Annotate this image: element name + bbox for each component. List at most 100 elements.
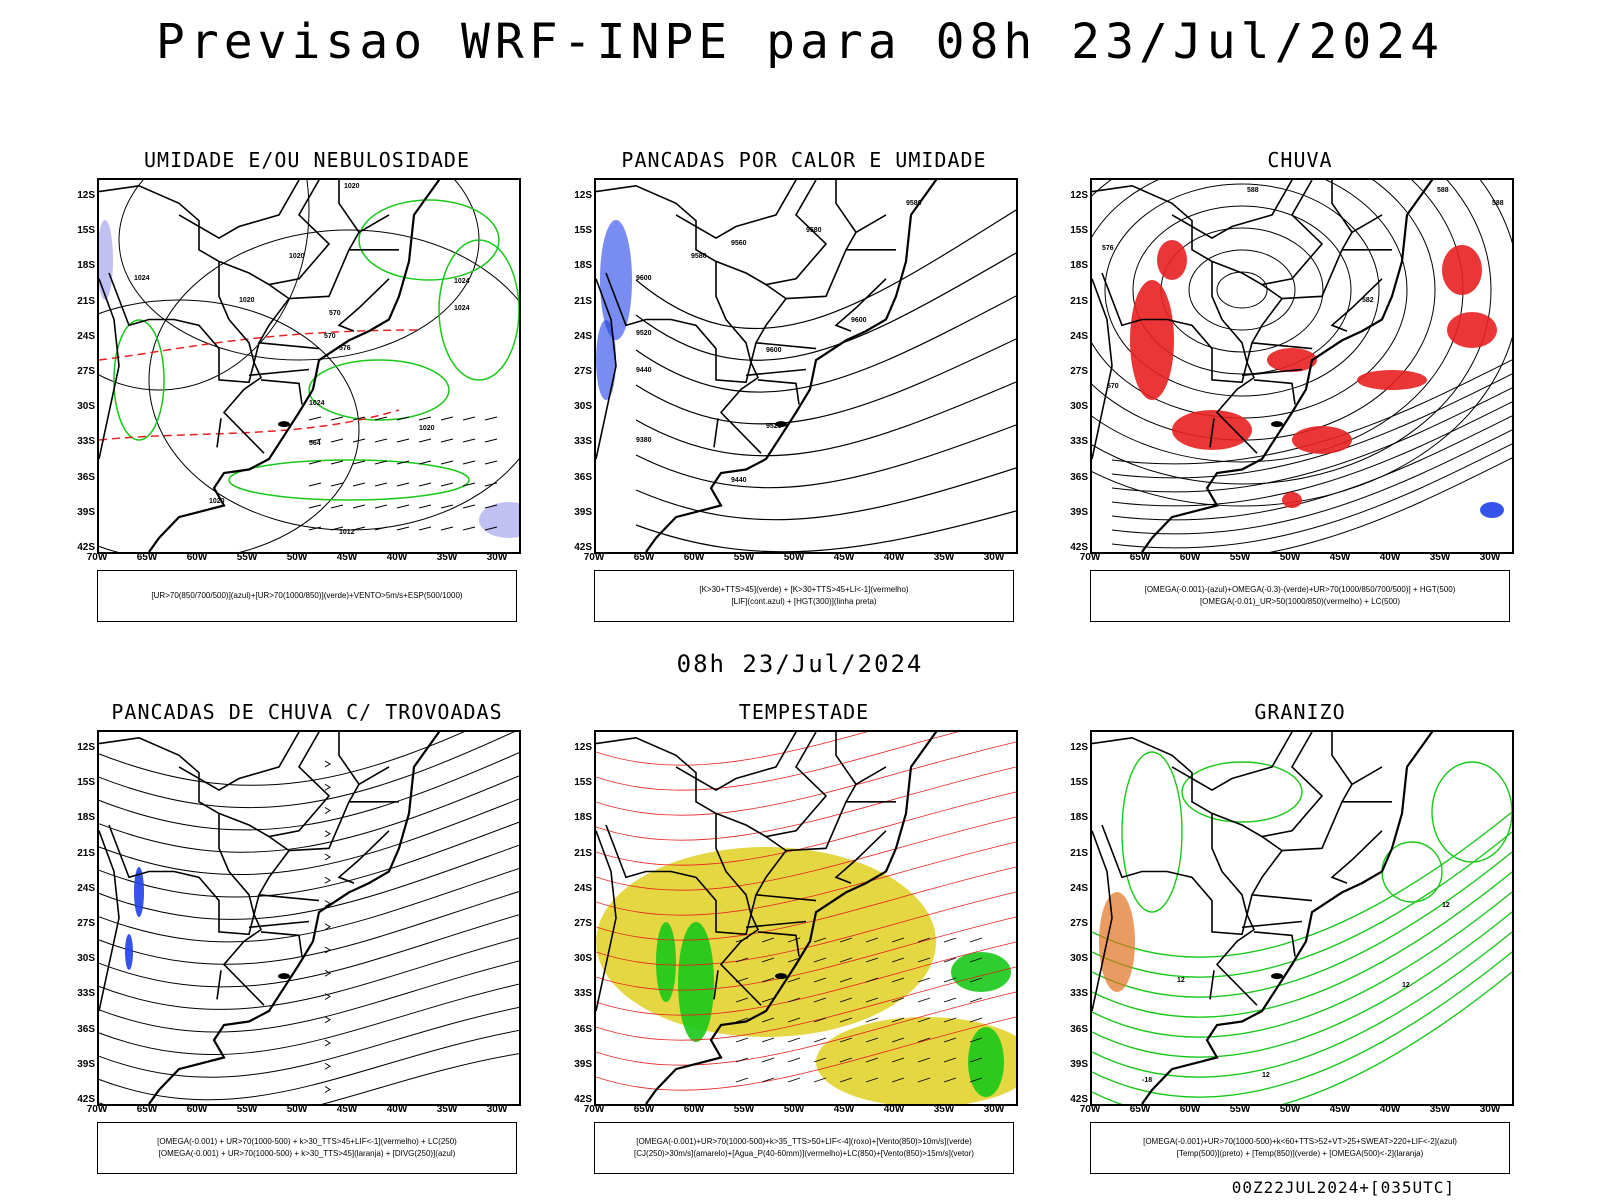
contour-label: 9580 <box>691 253 707 260</box>
contour-label: 9600 <box>851 317 867 324</box>
upper-humidity-area <box>99 220 113 300</box>
border-line <box>358 766 390 785</box>
border-line <box>757 379 800 405</box>
wind-vector <box>396 460 410 465</box>
hgt500-contour <box>1160 227 1324 353</box>
border-line <box>670 870 752 936</box>
streamline <box>99 960 519 1033</box>
wind-vector <box>917 1057 931 1063</box>
border-line <box>757 931 800 957</box>
border-line <box>605 824 671 879</box>
lat-label: 24S <box>1070 882 1088 894</box>
wind-vector <box>761 937 775 943</box>
wind-vector <box>374 460 388 465</box>
border-line <box>260 931 303 957</box>
border-line <box>337 830 390 884</box>
contour-label: 12 <box>1402 982 1410 989</box>
wind-vector <box>484 526 498 531</box>
hgt300-contour <box>635 252 1016 361</box>
lon-label: 35W <box>1429 1104 1451 1115</box>
streamline <box>99 1006 519 1078</box>
streamline <box>99 732 465 786</box>
lat-label: 18S <box>1070 812 1088 824</box>
mid-title: 08h 23/Jul/2024 <box>676 650 924 678</box>
panel-title-umidade: UMIDADE E/OU NEBULOSIDADE <box>143 148 471 172</box>
lon-label: 70W <box>583 1104 605 1115</box>
wind-vector <box>943 977 957 983</box>
streamline-arrow <box>324 993 331 1000</box>
wind-vector <box>969 977 983 983</box>
lat-label: 36S <box>77 471 95 483</box>
contour-label: 9560 <box>731 240 747 247</box>
border-line <box>1101 824 1167 879</box>
lat-label: 21S <box>1070 847 1088 859</box>
lc850-streamline <box>596 866 1016 941</box>
border-line <box>1246 894 1253 915</box>
border-line <box>222 318 265 454</box>
lat-label: 42S <box>1070 1094 1088 1105</box>
legend-line: [CJ(250)>30m/s](amarelo)+[Agua_P(40-60mm… <box>634 1149 974 1158</box>
hgt500-contour <box>1111 387 1512 493</box>
contour-label: 1024 <box>309 400 325 407</box>
temp850-contour <box>1092 951 1512 1098</box>
border-line <box>1092 278 1113 460</box>
wind-vector <box>352 460 366 465</box>
contour-label: 9520 <box>766 423 782 430</box>
panel-title-pancadas-trovoadas: PANCADAS DE CHUVA C/ TROVOADAS <box>111 700 503 724</box>
wind-vector <box>374 438 388 443</box>
border-line <box>750 894 757 915</box>
wind-vector <box>891 1057 905 1063</box>
coastline <box>1141 732 1434 1104</box>
wind-vector <box>969 1037 983 1043</box>
legend-line: [LIF](cont.azul) + [HGT(300)](linha pret… <box>731 597 877 606</box>
contour-label: 570 <box>1107 383 1119 390</box>
border-line <box>763 732 857 852</box>
divergence-area <box>134 867 144 917</box>
lon-label: 65W <box>136 1104 158 1115</box>
border-line <box>257 850 320 902</box>
wind-vector <box>787 1037 801 1043</box>
wind-vector <box>761 1017 775 1023</box>
wind-vector <box>484 438 498 443</box>
streamline-arrow <box>324 969 331 977</box>
wind-vector <box>969 937 983 943</box>
legend-line: [OMEGA(-0.001)-(azul)+OMEGA(-0.3)-(verde… <box>1144 585 1456 594</box>
wind-vector <box>917 957 931 963</box>
wind-vector <box>865 1017 879 1023</box>
wind-vector <box>969 957 983 963</box>
lat-label: 36S <box>574 471 592 483</box>
legend-line: [K>30+TTS>45](verde) + [K>30+TTS>45+LI<-… <box>699 585 909 594</box>
lc850-streamline <box>596 732 959 791</box>
lon-label: 60W <box>1179 1104 1201 1115</box>
map-umidade: 1020 1020 1024 1024 1024 1020 1024 1020 1020 1012… <box>97 178 521 554</box>
lat-label: 33S <box>77 436 95 448</box>
wind-vector <box>787 957 801 963</box>
lat-label: 42S <box>77 1094 95 1105</box>
humidity-contour <box>228 459 470 501</box>
lat-label: 12S <box>77 190 95 201</box>
lat-label: 42S <box>574 542 592 553</box>
coastline <box>645 180 938 552</box>
border-line <box>1351 766 1383 785</box>
border-line <box>1351 214 1383 233</box>
lat-label: 15S <box>1070 777 1088 789</box>
lagoon <box>775 421 787 428</box>
rain-area <box>1442 245 1482 295</box>
coastline <box>148 732 441 1104</box>
lc850-streamline <box>596 816 1016 891</box>
lat-label: 33S <box>1070 988 1088 1000</box>
wind-vector <box>865 1037 879 1043</box>
hgt300-contour <box>635 510 1016 552</box>
lat-label: 30S <box>574 953 592 965</box>
border-line <box>596 830 617 1012</box>
lc850-streamline <box>596 732 868 766</box>
wind-vector <box>865 977 879 983</box>
wind-vector <box>761 1057 775 1063</box>
lat-label: 39S <box>574 1058 592 1070</box>
contour-label: 12 <box>1262 1072 1270 1079</box>
coastline <box>645 732 938 1104</box>
streamline-arrow <box>324 1016 331 1024</box>
wind-vector <box>865 1057 879 1063</box>
contour-label: 9580 <box>906 200 922 207</box>
contour-label: 588 <box>1247 187 1259 194</box>
